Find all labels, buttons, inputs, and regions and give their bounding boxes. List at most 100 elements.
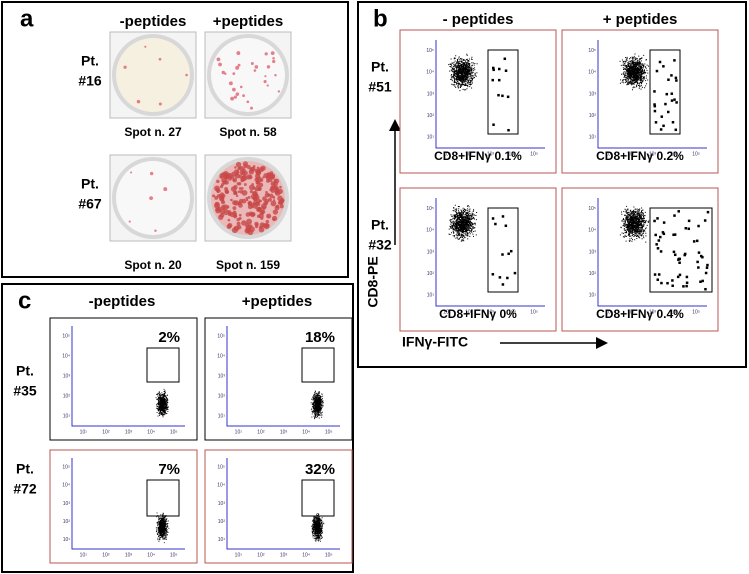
- spot: [234, 169, 239, 174]
- plot-frame: [204, 317, 353, 441]
- gated-event: [703, 219, 707, 222]
- spot: [258, 226, 265, 233]
- panel-b-frame: [357, 1, 747, 368]
- spot: [158, 57, 162, 61]
- gated-event: [687, 219, 691, 223]
- gated-event: [504, 69, 508, 72]
- tick-label: 10⁵: [426, 206, 434, 212]
- gated-event: [665, 92, 669, 96]
- spot: [232, 177, 238, 183]
- gated-event: [662, 232, 666, 236]
- gated-event: [494, 222, 497, 226]
- spot: [273, 178, 277, 182]
- spot: [239, 169, 245, 175]
- events: [155, 512, 170, 544]
- gated-event: [653, 104, 657, 108]
- spot: [272, 199, 276, 202]
- column-header: +peptides: [242, 293, 312, 310]
- tick-label: 10¹: [63, 537, 71, 543]
- spot: [263, 223, 270, 230]
- gated-event: [664, 102, 667, 106]
- gated-event: [659, 235, 662, 239]
- spot: [257, 186, 262, 191]
- column-header: -peptides: [120, 13, 187, 30]
- spot: [270, 51, 275, 55]
- gate: [301, 347, 335, 383]
- gated-event: [706, 263, 709, 267]
- gated-event: [667, 110, 670, 114]
- tick-label: 10³: [63, 373, 71, 379]
- tick-label: 10⁵: [325, 429, 333, 435]
- spot: [236, 221, 241, 226]
- tick-label: 10¹: [80, 429, 88, 435]
- tick-label: 10⁴: [508, 309, 516, 315]
- patient-label: Pt.: [16, 363, 34, 379]
- tick-label: 10⁴: [217, 483, 225, 489]
- panel-label: a: [20, 5, 34, 32]
- tick-label: 10⁴: [147, 429, 155, 435]
- gate: [649, 207, 713, 293]
- plot-frame: [399, 29, 557, 174]
- gated-event: [653, 219, 656, 223]
- gated-event: [657, 273, 661, 276]
- spot: [149, 196, 154, 201]
- tick-label: 10²: [589, 271, 597, 277]
- spot: [249, 190, 254, 194]
- gated-event: [683, 253, 686, 257]
- tick-label: 10¹: [443, 151, 451, 157]
- tick-label: 10⁵: [170, 429, 178, 435]
- tick-label: 10²: [627, 309, 635, 315]
- spot: [250, 106, 253, 110]
- tick-label: 10⁴: [62, 483, 70, 489]
- tick-label: 10¹: [80, 552, 88, 558]
- column-header: - peptides: [443, 11, 514, 28]
- spot: [233, 190, 237, 195]
- spot: [218, 193, 222, 197]
- flow-plot: 10¹ 10¹ 10² 10² 10³ 10³ 10⁴ 10⁴ 10⁵ 10⁵ CD8+IFNγ 0…: [399, 187, 557, 332]
- tick-label: 10¹: [427, 293, 435, 299]
- gated-event: [672, 233, 675, 237]
- well: [109, 31, 197, 119]
- spot: [272, 56, 275, 60]
- gate-label: CD8+IFNγ 0.4%: [596, 307, 684, 321]
- spot: [241, 220, 247, 226]
- gated-event: [504, 224, 508, 228]
- gated-event: [498, 67, 501, 71]
- axes: [71, 326, 185, 427]
- spot: [238, 213, 242, 217]
- events: [448, 204, 478, 242]
- spot: [245, 212, 251, 217]
- spot: [265, 219, 270, 224]
- patient-label: Pt.: [81, 176, 99, 192]
- spot: [231, 211, 235, 215]
- gated-event: [503, 57, 507, 61]
- spot: [263, 200, 269, 206]
- spot: [262, 196, 267, 202]
- well: [109, 154, 197, 242]
- spot: [268, 197, 272, 202]
- spot: [266, 65, 271, 69]
- spot: [223, 209, 230, 216]
- axes: [71, 458, 185, 550]
- gated-event: [660, 281, 663, 285]
- spot: [246, 218, 252, 225]
- spot: [264, 52, 268, 56]
- spot: [227, 172, 233, 179]
- tick-label: 10⁵: [426, 48, 434, 54]
- well-bottom: [211, 38, 285, 112]
- spot: [256, 176, 262, 183]
- spot: [136, 99, 141, 104]
- gated-event: [684, 226, 688, 230]
- tick-label: 10¹: [427, 135, 435, 141]
- tick-label: 10¹: [605, 309, 613, 315]
- tick-label: 10⁴: [670, 151, 678, 157]
- gated-event: [501, 283, 505, 286]
- spot: [216, 206, 222, 212]
- tick-label: 10¹: [218, 537, 226, 543]
- gated-event: [699, 280, 702, 284]
- well-bottom: [116, 38, 190, 112]
- patient-label: Pt.: [371, 217, 389, 233]
- gated-event: [666, 281, 669, 285]
- spot: [252, 165, 256, 168]
- gated-event: [656, 217, 659, 220]
